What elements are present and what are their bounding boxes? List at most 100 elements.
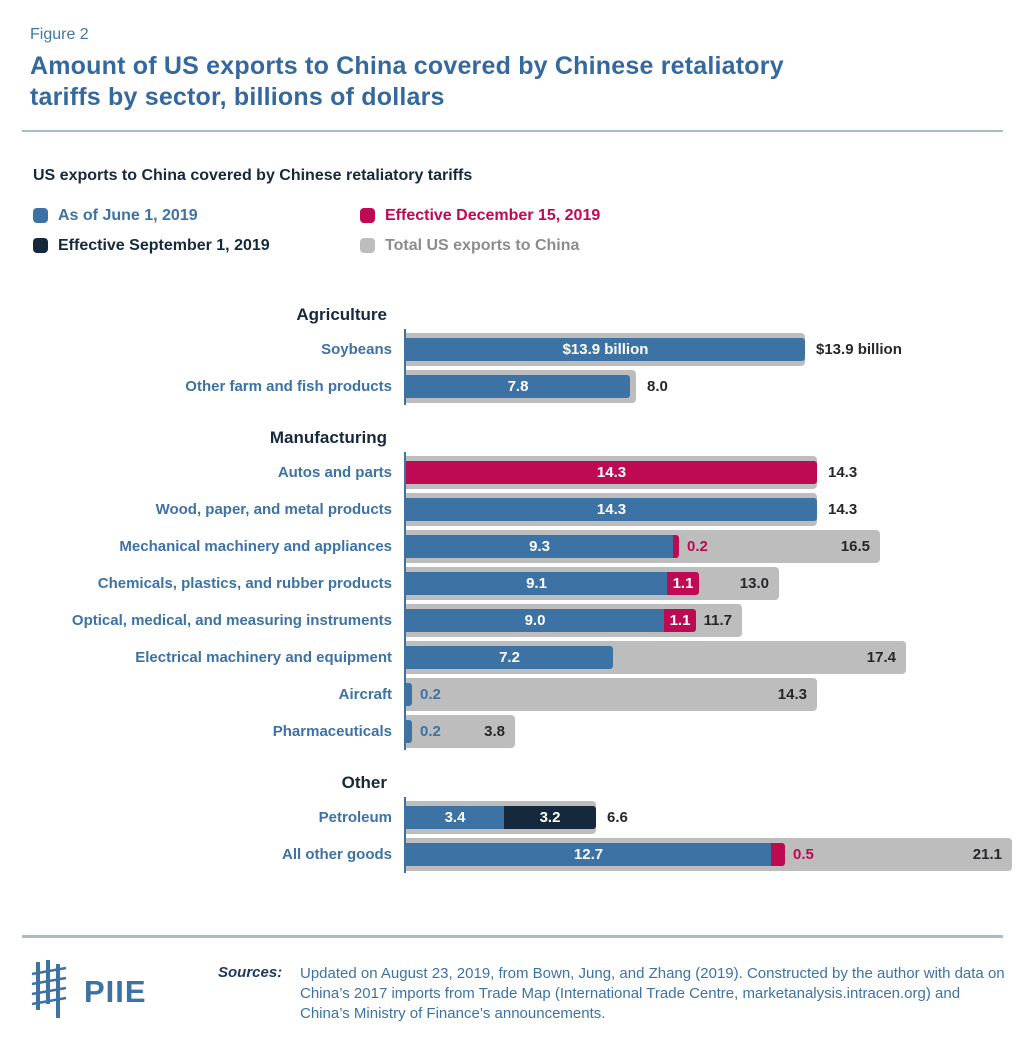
bar-row: Soybeans $13.9 billion $13.9 billion — [0, 333, 1025, 366]
segment-december: 1.1 — [667, 572, 699, 595]
segment-september: 3.2 — [504, 806, 596, 829]
section-manufacturing: Manufacturing Autos and parts 14.3 14.3 Wood… — [0, 427, 1025, 750]
bar-row: Aircraft 14.3 0.2 — [0, 678, 1025, 711]
segment-december — [673, 535, 679, 558]
bar-area: 3.4 3.2 6.6 — [406, 801, 1025, 834]
bar-segments: 9.3 — [406, 535, 679, 558]
bar-segments: 7.2 — [406, 646, 613, 669]
segment-value-label: 12.7 — [573, 846, 604, 863]
segment-june: 9.0 — [406, 609, 664, 632]
total-value-label: 17.4 — [866, 649, 896, 666]
legend-swatch-effective-september-1-2019 — [33, 238, 48, 253]
bar-area: 14.3 0.2 — [406, 678, 1025, 711]
section-rows: Petroleum 3.4 3.2 6.6 All other goods 21.1 12.… — [0, 797, 1025, 873]
bar-row: Autos and parts 14.3 14.3 — [0, 456, 1025, 489]
total-value-label: 14.3 — [777, 686, 807, 703]
segment-december: 14.3 — [406, 461, 817, 484]
total-value-label: $13.9 billion — [816, 341, 902, 358]
bar-row: Electrical machinery and equipment 17.4 7.… — [0, 641, 1025, 674]
total-bar: 3.8 — [406, 715, 515, 748]
section-header: Manufacturing — [269, 428, 387, 447]
segment-june: 12.7 — [406, 843, 771, 866]
title-divider — [22, 130, 1003, 132]
total-value-label: 3.8 — [484, 723, 505, 740]
segment-june: 14.3 — [406, 498, 817, 521]
bar-area: 14.3 14.3 — [406, 456, 1025, 489]
section-rows: Soybeans $13.9 billion $13.9 billion Other … — [0, 329, 1025, 405]
bar-segments — [406, 683, 412, 706]
row-label: Chemicals, plastics, and rubber products — [97, 575, 392, 592]
footer: PIIE Sources: Updated on August 23, 2019… — [0, 938, 1025, 1024]
piie-logo-text: PIIE — [84, 973, 147, 1009]
bar-area: 3.8 0.2 — [406, 715, 1025, 748]
segment-june — [406, 683, 412, 706]
sources-label: Sources: — [218, 964, 283, 981]
legend-item-as-of-june-1-2019: As of June 1, 2019 — [33, 201, 360, 230]
segment-value-label: 9.1 — [526, 575, 547, 592]
footer-divider — [22, 935, 1003, 938]
bar-segments: 7.8 — [406, 375, 630, 398]
bar-row: Mechanical machinery and appliances 16.5 9… — [0, 530, 1025, 563]
segment-after-label: 0.2 — [687, 538, 708, 555]
bar-segments: 14.3 — [406, 498, 817, 521]
section-agriculture: Agriculture Soybeans $13.9 billion $13.9 bi… — [0, 304, 1025, 405]
segment-june: 7.2 — [406, 646, 613, 669]
segment-december: 1.1 — [664, 609, 696, 632]
section-rows: Autos and parts 14.3 14.3 Wood, paper, and … — [0, 452, 1025, 750]
segment-value-label: 3.4 — [444, 809, 466, 826]
total-value-label: 13.0 — [739, 575, 769, 592]
section-header: Other — [341, 773, 387, 792]
segment-june: 9.1 — [406, 572, 667, 595]
bar-row: Optical, medical, and measuring instrume… — [0, 604, 1025, 637]
segment-value-label: 1.1 — [672, 575, 694, 592]
bar-row: Wood, paper, and metal products 14.3 14.3 — [0, 493, 1025, 526]
legend-grid: As of June 1, 2019 Effective September 1,… — [33, 201, 995, 260]
legend-swatch-as-of-june-1-2019 — [33, 208, 48, 223]
legend-swatch-total-us-exports-to-china — [360, 238, 375, 253]
segment-june: 7.8 — [406, 375, 630, 398]
legend-label: Effective December 15, 2019 — [385, 206, 601, 224]
row-label: Wood, paper, and metal products — [155, 501, 392, 518]
bar-segments: 3.4 3.2 — [406, 806, 596, 829]
bar-row: Chemicals, plastics, and rubber products… — [0, 567, 1025, 600]
segment-value-label: 1.1 — [669, 612, 691, 629]
segment-value-label: 3.2 — [539, 809, 561, 826]
bar-segments: 9.0 1.1 — [406, 609, 696, 632]
bar-area: 16.5 9.3 0.2 — [406, 530, 1025, 563]
total-value-label: 14.3 — [828, 464, 858, 481]
segment-june: 9.3 — [406, 535, 673, 558]
bar-row: Pharmaceuticals 3.8 0.2 — [0, 715, 1025, 748]
bar-area: 11.7 9.0 1.1 — [406, 604, 1025, 637]
total-value-label: 8.0 — [647, 378, 668, 395]
segment-after-label: 0.2 — [420, 686, 441, 703]
bar-segments: 12.7 — [406, 843, 785, 866]
legend: US exports to China covered by Chinese r… — [0, 132, 1025, 260]
row-label: Soybeans — [321, 341, 392, 358]
segment-june: 3.4 — [406, 806, 504, 829]
bar-row: All other goods 21.1 12.7 0.5 — [0, 838, 1025, 871]
segment-value-label: 9.0 — [524, 612, 546, 629]
row-label: Autos and parts — [277, 464, 392, 481]
bar-area: 17.4 7.2 — [406, 641, 1025, 674]
total-value-label: 16.5 — [840, 538, 870, 555]
segment-value-label: $13.9 billion — [562, 341, 649, 358]
sources-text: Updated on August 23, 2019, from Bown, J… — [300, 965, 1005, 1022]
header: Figure 2 Amount of US exports to China c… — [0, 0, 1025, 113]
legend-swatch-effective-december-15-2019 — [360, 208, 375, 223]
page-title: Amount of US exports to China covered by… — [30, 52, 784, 111]
bar-area: 21.1 12.7 0.5 — [406, 838, 1025, 871]
row-label: Aircraft — [338, 686, 392, 703]
segment-june — [406, 720, 412, 743]
legend-item-effective-september-1-2019: Effective September 1, 2019 — [33, 231, 360, 260]
legend-label: Total US exports to China — [385, 236, 580, 254]
segment-june: $13.9 billion — [406, 338, 805, 361]
row-label: All other goods — [282, 846, 392, 863]
piie-logo: PIIE — [30, 960, 190, 1023]
legend-item-effective-december-15-2019: Effective December 15, 2019 — [360, 201, 995, 230]
segment-value-label: 7.2 — [499, 649, 520, 666]
bar-segments — [406, 720, 412, 743]
segment-value-label: 7.8 — [507, 378, 529, 395]
figure-label: Figure 2 — [30, 26, 89, 43]
row-label: Electrical machinery and equipment — [135, 649, 392, 666]
